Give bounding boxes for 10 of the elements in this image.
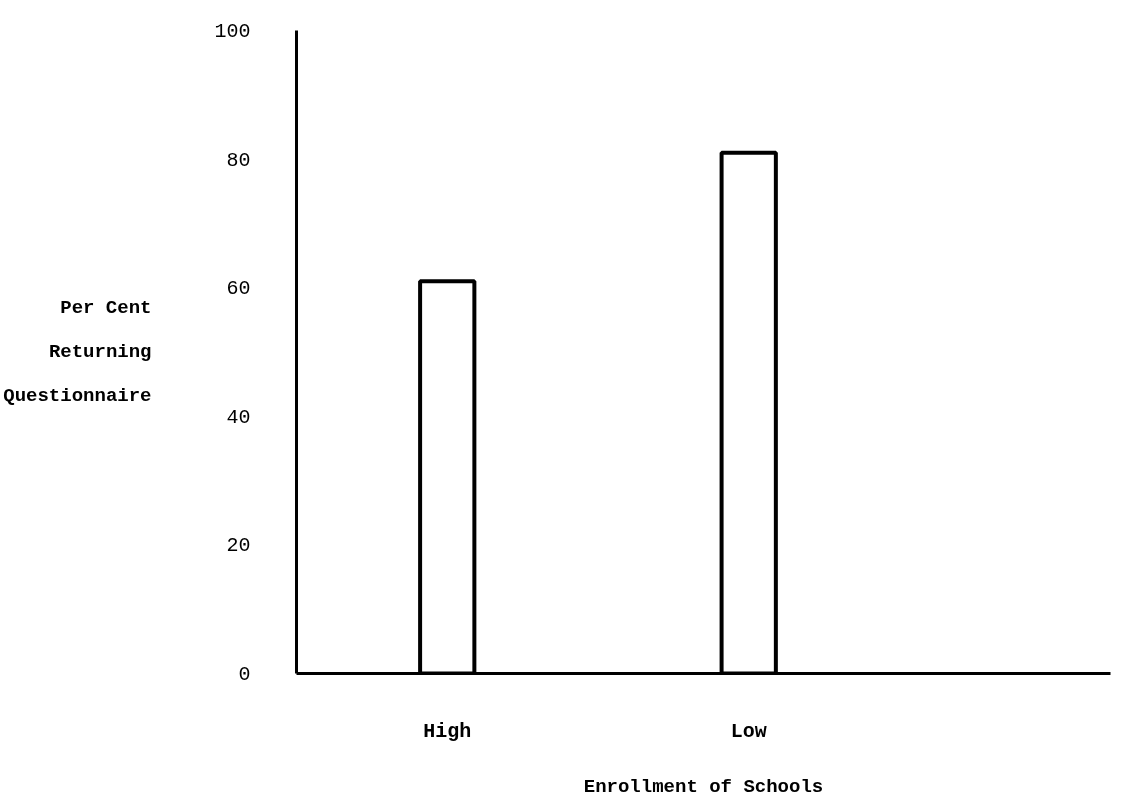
x-tick-label: Low — [730, 719, 767, 743]
x-tick-label: High — [423, 719, 472, 743]
y-tick-label: 40 — [226, 405, 251, 429]
y-tick-label: 100 — [214, 20, 251, 43]
y-tick-label: 20 — [226, 534, 251, 558]
y-axis-title: Per Cent Returning Questionnaire — [3, 297, 152, 407]
x-axis-title: Enrollment of Schools — [583, 775, 824, 798]
y-tick-label: 60 — [226, 277, 251, 301]
y-tick-label: 0 — [238, 663, 251, 686]
y-tick-label: 80 — [226, 148, 251, 172]
